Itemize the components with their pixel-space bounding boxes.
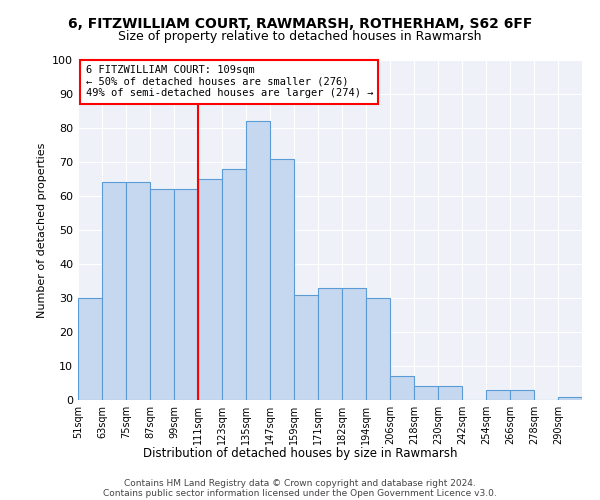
Bar (246, 121, 270, 400)
Text: Size of property relative to detached houses in Rawmarsh: Size of property relative to detached ho… (118, 30, 482, 43)
Bar (366, 298, 390, 400)
Bar (174, 189, 198, 400)
Text: Contains public sector information licensed under the Open Government Licence v3: Contains public sector information licen… (103, 489, 497, 498)
Bar (510, 390, 534, 400)
Bar (318, 288, 342, 400)
Bar (438, 386, 462, 400)
Bar (558, 396, 582, 400)
Text: Distribution of detached houses by size in Rawmarsh: Distribution of detached houses by size … (143, 448, 457, 460)
Bar (198, 179, 222, 400)
Y-axis label: Number of detached properties: Number of detached properties (37, 142, 47, 318)
Bar (270, 158, 294, 400)
Text: 6, FITZWILLIAM COURT, RAWMARSH, ROTHERHAM, S62 6FF: 6, FITZWILLIAM COURT, RAWMARSH, ROTHERHA… (68, 18, 532, 32)
Bar (102, 182, 126, 400)
Bar (222, 169, 246, 400)
Text: 6 FITZWILLIAM COURT: 109sqm
← 50% of detached houses are smaller (276)
49% of se: 6 FITZWILLIAM COURT: 109sqm ← 50% of det… (86, 65, 373, 98)
Bar (486, 390, 510, 400)
Bar (414, 386, 438, 400)
Bar (78, 298, 102, 400)
Bar (390, 376, 414, 400)
Bar (126, 182, 150, 400)
Bar (150, 189, 174, 400)
Bar (342, 288, 366, 400)
Bar (294, 294, 318, 400)
Text: Contains HM Land Registry data © Crown copyright and database right 2024.: Contains HM Land Registry data © Crown c… (124, 479, 476, 488)
